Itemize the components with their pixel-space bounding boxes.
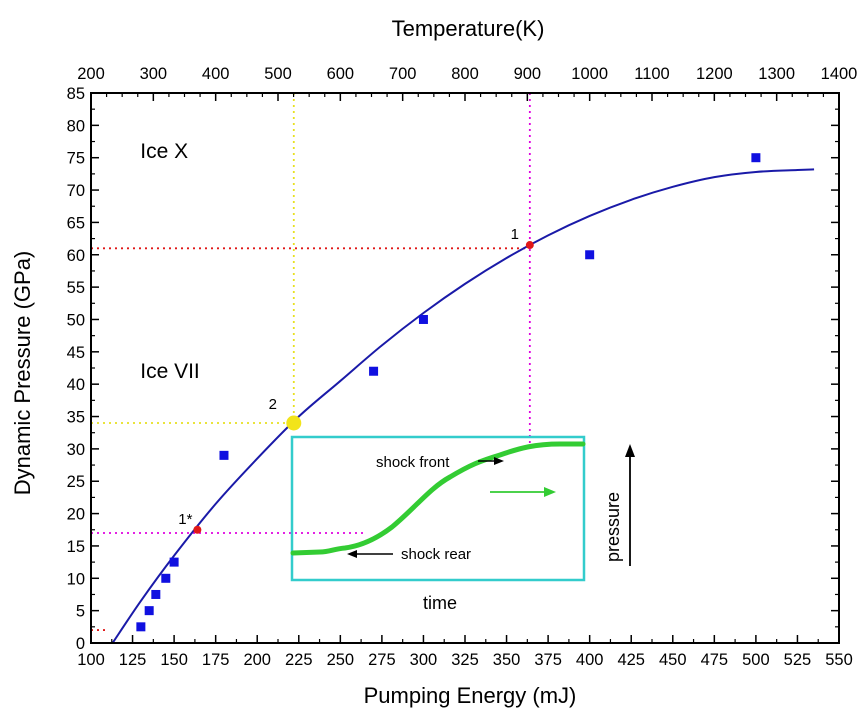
top-tick-label: 1400: [821, 65, 858, 83]
fit-curve-layer: [111, 168, 815, 644]
y-axis-ticks: 0 5 10 15 20 25 30 35 40 45 50 55 60 65 70 75 80 85: [67, 85, 839, 653]
top-tick-label: 400: [202, 65, 230, 83]
top-tick-label: 800: [451, 65, 479, 83]
fit-curve: [111, 168, 815, 644]
region-label: Ice VII: [140, 360, 200, 383]
data-point: [161, 573, 171, 583]
x-tick-label: 300: [410, 651, 438, 669]
y-tick-label: 10: [67, 570, 85, 588]
point-label: 1: [511, 226, 519, 243]
x-tick-label: 325: [451, 651, 479, 669]
highlight-point: [193, 525, 202, 534]
inset-pressure-label: pressure: [603, 492, 623, 562]
y-tick-label: 20: [67, 506, 85, 524]
top-axis-title: Temperature(K): [392, 16, 545, 41]
y-tick-label: 40: [67, 376, 85, 394]
inset-time-label: time: [423, 593, 457, 613]
x-tick-label: 175: [202, 651, 230, 669]
y-tick-label: 50: [67, 311, 85, 329]
region-annotations: Ice X Ice VII: [140, 140, 200, 383]
x-tick-label: 550: [825, 651, 853, 669]
top-tick-label: 200: [77, 65, 105, 83]
y-tick-label: 55: [67, 279, 85, 297]
x-tick-label: 450: [659, 651, 687, 669]
y-tick-label: 35: [67, 409, 85, 427]
top-tick-label: 300: [140, 65, 168, 83]
y-tick-label: 45: [67, 344, 85, 362]
x-tick-label: 350: [493, 651, 521, 669]
top-tick-label: 500: [264, 65, 292, 83]
shock-profile-curve: [290, 441, 586, 556]
data-point: [219, 450, 229, 460]
x-tick-label: 200: [243, 651, 271, 669]
x-tick-label: 225: [285, 651, 313, 669]
x-tick-label: 500: [742, 651, 770, 669]
y-axis-title: Dynamic Pressure (GPa): [10, 251, 35, 496]
data-point: [151, 589, 161, 599]
point-label: 1*: [178, 511, 192, 528]
highlight-points: 1 1* 2: [178, 226, 534, 534]
inset-border: [290, 435, 586, 582]
y-tick-label: 85: [67, 85, 85, 103]
top-tick-label: 600: [327, 65, 355, 83]
top-tick-label: 700: [389, 65, 417, 83]
data-markers: [136, 153, 761, 632]
data-point: [418, 314, 428, 324]
y-tick-label: 80: [67, 117, 85, 135]
x-tick-label: 475: [701, 651, 729, 669]
highlight-point: [286, 415, 302, 431]
highlight-point: [525, 241, 534, 250]
y-tick-label: 65: [67, 214, 85, 232]
data-point: [144, 606, 154, 616]
y-tick-label: 5: [76, 603, 85, 621]
top-tick-label: 1300: [758, 65, 795, 83]
shock-front-arrow-head: [494, 457, 504, 465]
data-point: [585, 250, 595, 260]
y-tick-label: 30: [67, 441, 85, 459]
y-tick-label: 60: [67, 247, 85, 265]
shock-inset: shock front shock rear time pressure: [290, 435, 635, 613]
top-tick-label: 900: [514, 65, 542, 83]
x-tick-label: 275: [368, 651, 396, 669]
top-tick-label: 1100: [634, 65, 669, 83]
x-axis-ticks: 100 125 150 175 200 225 250 275 300 325 350 375 400 4…: [77, 635, 853, 669]
y-tick-label: 25: [67, 473, 85, 491]
data-point: [369, 366, 379, 376]
data-point: [169, 557, 179, 567]
x-axis-title: Pumping Energy (mJ): [364, 683, 577, 708]
x-tick-label: 100: [77, 651, 105, 669]
y-tick-label: 0: [76, 635, 85, 653]
y-tick-label: 70: [67, 182, 85, 200]
top-tick-label: 1000: [571, 65, 608, 83]
shock-front-label: shock front: [376, 454, 450, 471]
x-tick-label: 250: [327, 651, 355, 669]
shock-rear-arrow-head: [347, 550, 357, 558]
top-axis-ticks: 200 300 400 500 600 700 800 900 1000 1100 1200 1300…: [77, 65, 857, 101]
x-tick-label: 400: [576, 651, 604, 669]
region-label: Ice X: [140, 140, 188, 163]
shock-rear-label: shock rear: [401, 546, 471, 563]
propagation-arrow-head: [544, 487, 556, 497]
data-point: [751, 153, 761, 163]
x-tick-label: 425: [617, 651, 645, 669]
point-label: 2: [269, 396, 277, 413]
x-tick-label: 150: [160, 651, 188, 669]
y-tick-label: 15: [67, 538, 85, 556]
pressure-arrow-head: [625, 444, 635, 457]
guide-lines: [91, 93, 531, 631]
y-tick-label: 75: [67, 150, 85, 168]
x-tick-label: 375: [534, 651, 562, 669]
x-tick-label: 125: [119, 651, 147, 669]
top-tick-label: 1200: [696, 65, 733, 83]
x-tick-label: 525: [784, 651, 812, 669]
data-point: [136, 622, 146, 632]
